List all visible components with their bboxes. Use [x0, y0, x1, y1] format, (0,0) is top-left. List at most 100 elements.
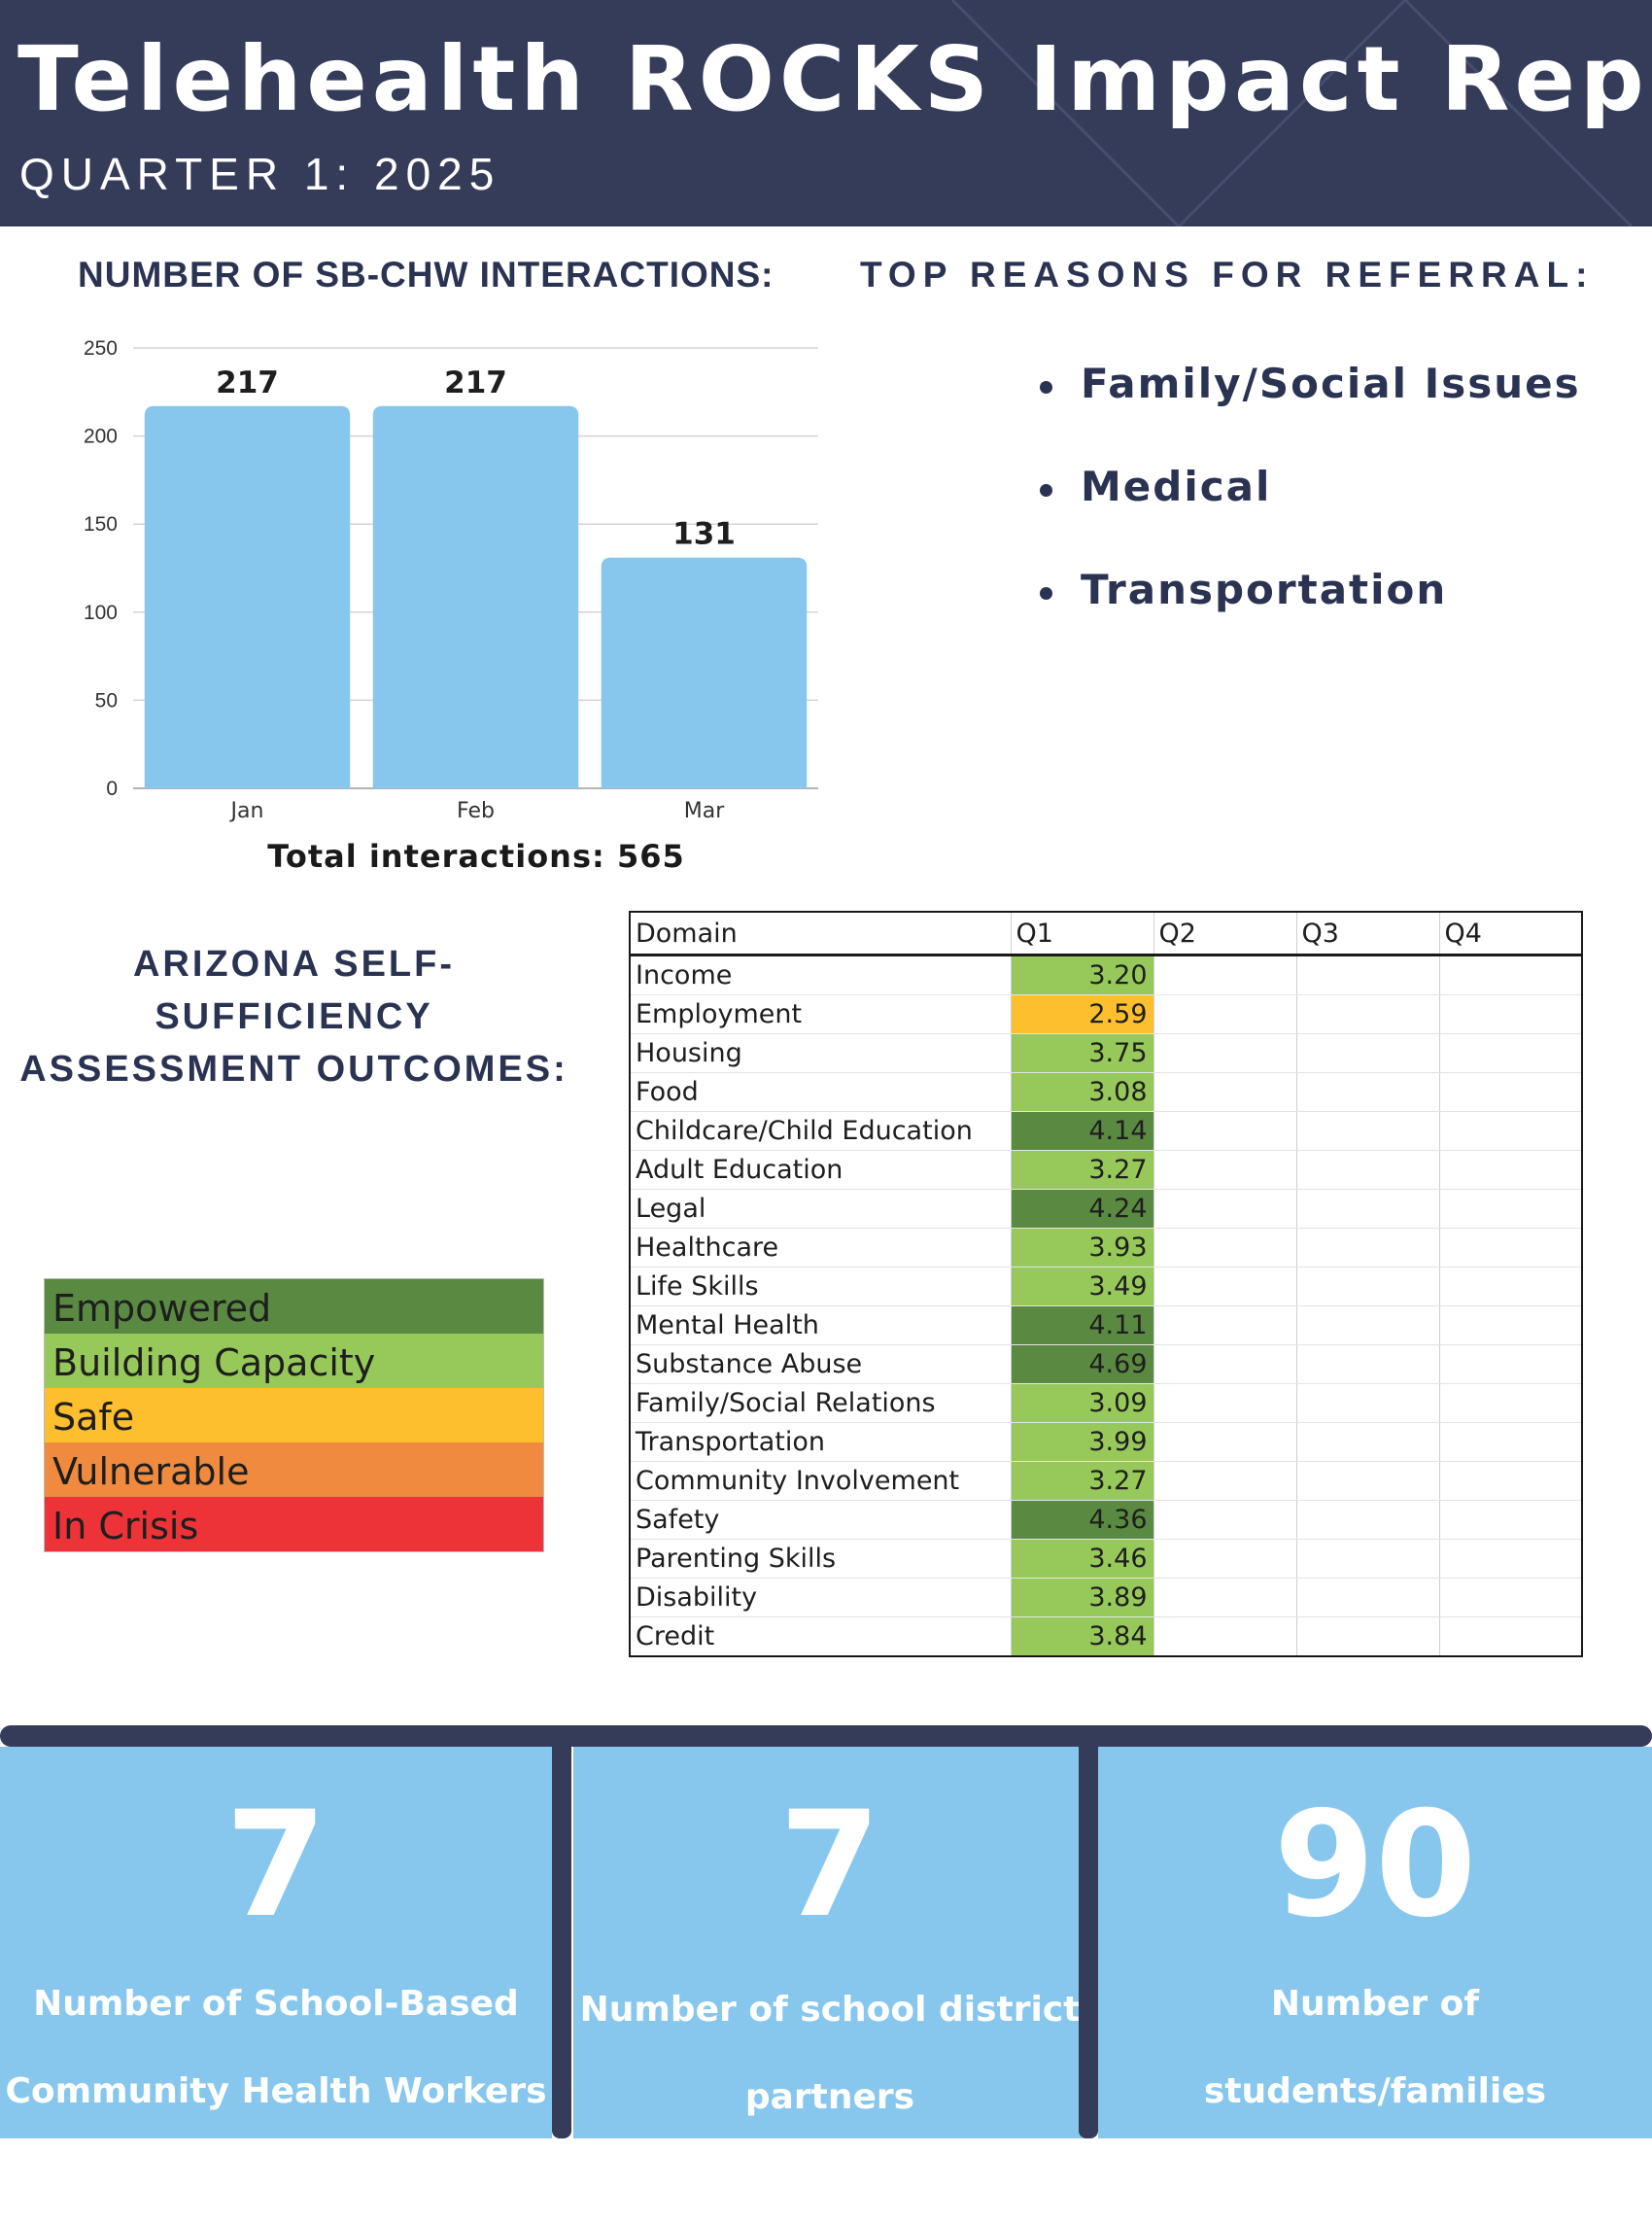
q4-score-cell [1439, 1422, 1583, 1462]
legend-item: Building Capacity [45, 1334, 543, 1388]
q1-score-cell: 2.59 [1011, 994, 1154, 1034]
q4-score-cell [1439, 955, 1583, 995]
table-row: Safety 4.36 [630, 1500, 1583, 1540]
assessment-heading-line: ARIZONA SELF- [132, 944, 455, 985]
q4-score-cell [1439, 1228, 1583, 1268]
stat-label: Number of school district partners [573, 1966, 1086, 2141]
report-subtitle: QUARTER 1: 2025 [19, 149, 501, 199]
stat-separator [1079, 1735, 1098, 2138]
y-tick-label: 50 [95, 689, 118, 712]
assessment-heading: ARIZONA SELF- SUFFICIENCY ASSESSMENT OUT… [19, 938, 568, 1095]
q3-score-cell [1296, 994, 1440, 1034]
table-row: Adult Education 3.27 [630, 1150, 1583, 1190]
q3-score-cell [1296, 1072, 1440, 1112]
referral-reason-item: Medical [1040, 463, 1581, 566]
total-interactions: Total interactions: 565 [267, 838, 685, 875]
domain-cell: Family/Social Relations [630, 1383, 1012, 1423]
referral-reasons-list: Family/Social Issues Medical Transportat… [1040, 360, 1581, 669]
q4-score-cell [1439, 1616, 1583, 1657]
bar-value-label: 217 [216, 365, 279, 400]
stat-value: 90 [1273, 1781, 1477, 1950]
bar-value-label: 131 [672, 517, 736, 552]
q4-score-cell [1439, 1150, 1583, 1190]
y-tick-label: 0 [106, 778, 118, 800]
q3-score-cell [1296, 1578, 1440, 1617]
q4-score-cell [1439, 1305, 1583, 1345]
domain-cell: Disability [630, 1578, 1012, 1617]
column-header-q2: Q2 [1153, 912, 1297, 956]
table-row: Parenting Skills 3.46 [630, 1539, 1583, 1579]
bar [601, 557, 808, 788]
x-tick-label: Mar [684, 799, 725, 823]
table-row: Employment 2.59 [630, 994, 1583, 1034]
domain-cell: Life Skills [630, 1267, 1012, 1306]
q1-score-cell: 4.11 [1011, 1305, 1154, 1345]
table-header-row: Domain Q1 Q2 Q3 Q4 [630, 912, 1583, 956]
q1-score-cell: 3.08 [1011, 1072, 1154, 1112]
x-tick-label: Feb [457, 799, 495, 823]
q2-score-cell [1153, 1539, 1297, 1579]
legend-item: Vulnerable [45, 1442, 543, 1497]
domain-cell: Substance Abuse [630, 1344, 1012, 1384]
legend-item: In Crisis [45, 1497, 543, 1551]
q2-score-cell [1153, 1305, 1297, 1345]
referral-reason-item: Family/Social Issues [1040, 360, 1581, 463]
x-tick-label: Jan [229, 799, 264, 823]
domain-cell: Mental Health [630, 1305, 1012, 1345]
assessment-heading-line: ASSESSMENT OUTCOMES: [19, 1049, 568, 1090]
stat-label-line: partners [744, 2077, 915, 2117]
stat-separator [552, 1735, 571, 2138]
header-decoration [950, 0, 1634, 226]
interactions-heading: NUMBER OF SB-CHW INTERACTIONS: [78, 255, 774, 295]
q2-score-cell [1153, 1383, 1297, 1423]
bullet-icon [1040, 381, 1052, 394]
q1-score-cell: 3.20 [1011, 955, 1154, 995]
q4-score-cell [1439, 1189, 1583, 1229]
q1-score-cell: 3.49 [1011, 1267, 1154, 1306]
q4-score-cell [1439, 1267, 1583, 1306]
bullet-icon [1040, 587, 1052, 600]
domain-cell: Parenting Skills [630, 1539, 1012, 1579]
table-row: Mental Health 4.11 [630, 1305, 1583, 1345]
stat-label: Number of School-Based Community Health … [0, 1961, 552, 2136]
domain-cell: Adult Education [630, 1150, 1012, 1190]
bar [372, 405, 579, 788]
domain-cell: Income [630, 955, 1012, 995]
legend-item: Empowered [45, 1279, 543, 1334]
referral-reason-item: Transportation [1040, 566, 1581, 669]
q3-score-cell [1296, 1461, 1440, 1501]
referral-reason-label: Family/Social Issues [1081, 360, 1581, 407]
stat-value: 7 [224, 1781, 327, 1950]
bullet-icon [1040, 484, 1052, 497]
referral-heading: TOP REASONS FOR REFERRAL: [860, 255, 1595, 295]
referral-reason-label: Medical [1081, 463, 1272, 510]
q1-score-cell: 3.27 [1011, 1461, 1154, 1501]
table-row: Community Involvement 3.27 [630, 1461, 1583, 1501]
domain-cell: Food [630, 1072, 1012, 1112]
stat-label: Number of students/families referred to … [1098, 1961, 1652, 2223]
q2-score-cell [1153, 1422, 1297, 1462]
stat-referrals: 90 Number of students/families referred … [1098, 1747, 1652, 2199]
q2-score-cell [1153, 1111, 1297, 1151]
q3-score-cell [1296, 1150, 1440, 1190]
stat-label-line: referred to SB-CHWs [1170, 2159, 1580, 2199]
assessment-heading-line: SUFFICIENCY [155, 996, 433, 1037]
q4-score-cell [1439, 1461, 1583, 1501]
table-row: Disability 3.89 [630, 1578, 1583, 1617]
q3-score-cell [1296, 1267, 1440, 1306]
q4-score-cell [1439, 1344, 1583, 1384]
referral-reason-label: Transportation [1081, 566, 1448, 613]
domain-cell: Safety [630, 1500, 1012, 1540]
q3-score-cell [1296, 1422, 1440, 1462]
domain-cell: Employment [630, 994, 1012, 1034]
stat-label-line: Number of school district [579, 1990, 1081, 2030]
q2-score-cell [1153, 1578, 1297, 1617]
stat-district-partners: 7 Number of school district partners [573, 1747, 1086, 2138]
y-tick-label: 150 [84, 513, 118, 536]
domain-cell: Community Involvement [630, 1461, 1012, 1501]
column-header-q3: Q3 [1296, 912, 1440, 956]
domain-cell: Legal [630, 1189, 1012, 1229]
y-tick-label: 200 [84, 426, 118, 448]
stat-value: 7 [778, 1781, 881, 1950]
q1-score-cell: 3.84 [1011, 1616, 1154, 1657]
